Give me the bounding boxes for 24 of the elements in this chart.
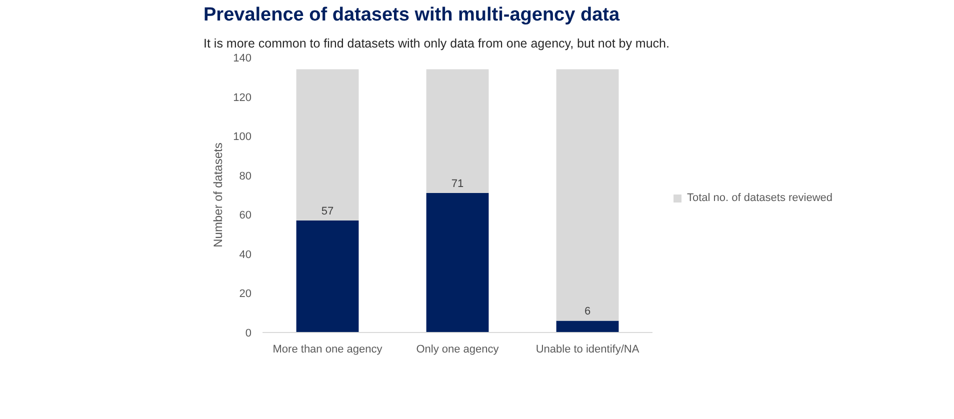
y-tick-label: 20 — [239, 288, 252, 300]
bar — [296, 69, 359, 221]
y-tick-label: 80 — [239, 170, 252, 182]
chart-subtitle: It is more common to find datasets with only data from one agency, but not by much. — [204, 36, 670, 50]
x-tick-label: More than one agency — [272, 344, 383, 356]
bar — [556, 69, 619, 321]
y-tick-label: 0 — [245, 328, 252, 340]
data-label: 71 — [451, 178, 464, 190]
y-tick-label: 120 — [233, 92, 252, 104]
y-tick-label: 60 — [239, 210, 252, 222]
y-tick-label: 40 — [239, 248, 252, 261]
bar — [556, 320, 619, 332]
y-tick-label: 140 — [233, 52, 252, 64]
y-tick-label: 100 — [233, 131, 252, 144]
bar — [426, 69, 489, 194]
data-label: 6 — [584, 306, 591, 318]
x-tick-label: Unable to identify/NA — [536, 344, 640, 356]
chart-title: Prevalence of datasets with multi-agency data — [204, 4, 620, 26]
bar — [426, 193, 489, 332]
data-label: 57 — [321, 206, 334, 218]
bar — [296, 220, 359, 332]
legend-label: Total no. of datasets reviewed — [687, 192, 833, 204]
y-axis-title: Number of datasets — [211, 142, 226, 248]
x-tick-label: Only one agency — [416, 344, 500, 356]
